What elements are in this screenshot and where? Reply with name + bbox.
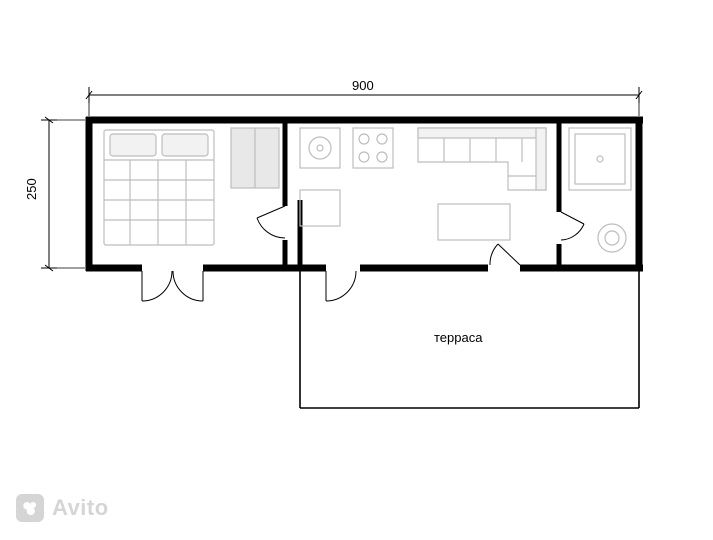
watermark-text: Avito	[52, 495, 109, 521]
bath-door	[561, 212, 584, 240]
coffee-table-icon	[438, 204, 510, 240]
terrace-label: терраса	[434, 330, 483, 345]
washbasin-icon	[598, 224, 626, 252]
partitions	[285, 120, 559, 268]
sofa-icon	[418, 128, 546, 190]
living-hall-door	[490, 244, 520, 265]
bedroom-internal-door	[257, 206, 285, 238]
watermark: Avito	[16, 494, 109, 522]
wardrobe-icon	[231, 128, 279, 188]
kitchen-terrace-door	[326, 271, 356, 301]
floorplan-canvas: 900 250	[0, 0, 713, 540]
kitchen-sink-icon	[300, 128, 340, 168]
bed-icon	[104, 130, 214, 245]
dimension-top-label: 900	[352, 78, 374, 93]
avito-logo-icon	[16, 494, 44, 522]
kitchen-counter-icon	[300, 190, 340, 226]
dimension-extensions	[57, 103, 639, 268]
shower-icon	[569, 128, 631, 190]
cooktop-icon	[353, 128, 393, 168]
dimension-left	[41, 117, 57, 271]
furniture	[104, 128, 631, 252]
bedroom-double-door	[142, 271, 203, 301]
dimension-left-label: 250	[24, 178, 39, 200]
